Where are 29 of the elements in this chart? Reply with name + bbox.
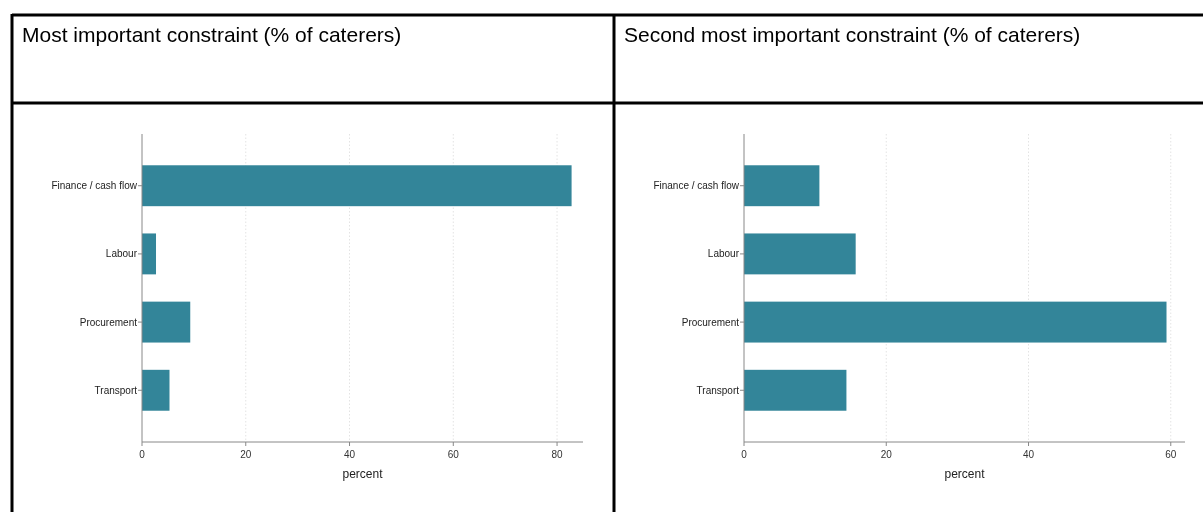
bar	[744, 301, 1167, 343]
x-tick-label: 60	[447, 449, 460, 460]
bar	[142, 369, 170, 411]
y-tick-label: Finance / cash flow	[51, 180, 138, 192]
bar	[142, 233, 157, 275]
bar	[142, 301, 191, 343]
x-axis-title: percent	[342, 467, 384, 481]
y-tick-label: Transport	[696, 384, 740, 396]
bar	[142, 165, 572, 207]
y-tick-label: Procurement	[681, 316, 740, 328]
chart-title: Most important constraint (% of caterers)	[22, 22, 403, 48]
y-tick-label: Transport	[94, 384, 138, 396]
chart-title: Second most important constraint (% of caterers)	[624, 22, 1082, 48]
x-tick-label: 20	[240, 449, 252, 460]
x-tick-label: 20	[880, 449, 893, 460]
bar	[744, 233, 856, 275]
x-tick-label: 80	[551, 449, 564, 460]
x-tick-label: 40	[343, 449, 356, 460]
y-tick-label: Labour	[707, 248, 740, 260]
y-tick-label: Labour	[105, 248, 138, 260]
bar	[744, 165, 820, 207]
x-tick-label: 0	[741, 449, 748, 460]
bar	[744, 369, 847, 411]
x-tick-label: 0	[139, 449, 146, 460]
y-tick-label: Procurement	[79, 316, 138, 328]
x-axis-title: percent	[944, 467, 986, 481]
y-tick-label: Finance / cash flow	[653, 180, 740, 192]
x-tick-label: 40	[1022, 449, 1035, 460]
x-tick-label: 60	[1165, 449, 1177, 460]
